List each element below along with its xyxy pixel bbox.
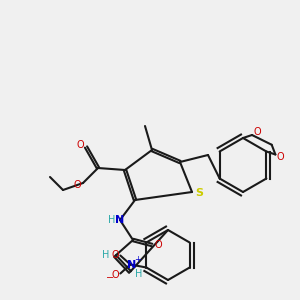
Text: N: N (116, 215, 124, 225)
Text: O: O (112, 269, 119, 280)
Text: +: + (134, 255, 141, 264)
Text: O: O (112, 250, 119, 260)
Text: H: H (108, 215, 116, 225)
Text: O: O (73, 180, 81, 190)
Text: H: H (102, 250, 110, 260)
Text: N: N (127, 260, 136, 269)
Text: S: S (195, 188, 203, 198)
Text: −: − (106, 274, 114, 284)
Text: O: O (154, 240, 162, 250)
Text: O: O (277, 152, 284, 163)
Text: O: O (253, 127, 261, 137)
Text: H: H (135, 269, 143, 279)
Text: O: O (76, 140, 84, 150)
